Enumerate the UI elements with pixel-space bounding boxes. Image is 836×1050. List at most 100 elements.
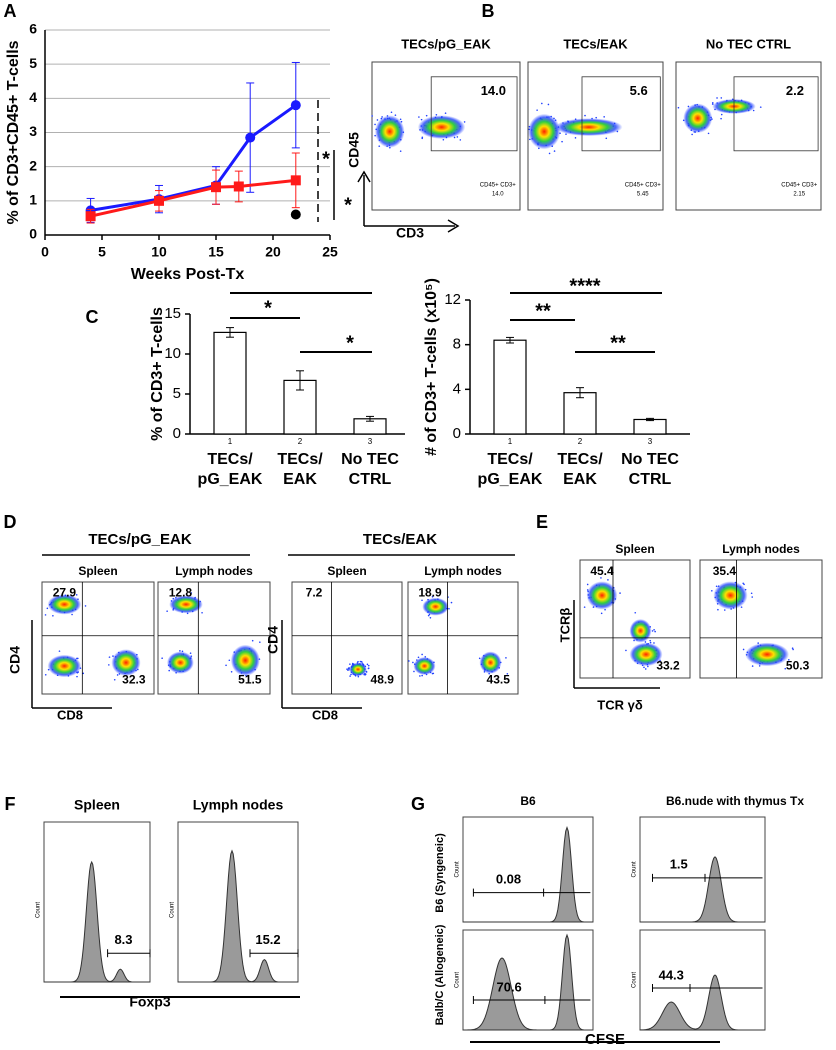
row-title: Balb/C (Allogeneic) [434, 924, 446, 1025]
gate-value: 2.15 [793, 191, 805, 197]
y-tick-label: 10 [164, 345, 181, 362]
event-dot [44, 614, 47, 616]
event-dot [421, 653, 423, 656]
event-dot [357, 660, 359, 663]
x-tick-label: No TEC [341, 451, 399, 468]
event-dot [751, 596, 754, 598]
event-dot [505, 657, 507, 659]
event-dot [586, 583, 589, 586]
y-tick-label: 6 [29, 21, 37, 37]
histogram [178, 849, 298, 983]
event-dot [75, 594, 78, 596]
event-dot [691, 133, 693, 136]
x-tick-label: 0 [41, 244, 49, 260]
event-dot [421, 674, 423, 677]
event-dot [408, 660, 410, 662]
event-dot [644, 668, 647, 670]
event-dot [346, 668, 348, 670]
event-dot [225, 664, 227, 667]
axis-label: CD8 [312, 707, 338, 722]
marker [85, 211, 96, 222]
gate [581, 76, 661, 152]
x-tick-label: CTRL [349, 471, 392, 488]
gate-value: 14.0 [492, 191, 504, 197]
annotation: * [264, 297, 272, 319]
event-dot [450, 601, 453, 604]
event-dot [603, 116, 605, 118]
event-dot [238, 675, 241, 678]
event-dot [179, 650, 181, 652]
category-number: 1 [228, 437, 233, 446]
event-dot [649, 639, 651, 642]
event-dot [607, 579, 609, 581]
event-dot [595, 116, 597, 119]
y-tick-label: 1 [29, 192, 37, 208]
event-dot [711, 102, 714, 104]
x-axis-label: Weeks Post-Tx [131, 266, 245, 283]
event-dot [784, 667, 787, 670]
histogram [640, 856, 765, 923]
bar [563, 392, 597, 435]
event-dot [82, 672, 85, 675]
axis-label: CD4 [7, 646, 23, 674]
density-blob [47, 594, 82, 615]
y-tick-label: 4 [453, 380, 461, 397]
event-dot [108, 656, 111, 658]
event-dot [113, 678, 116, 681]
event-dot [716, 97, 718, 99]
event-dot [742, 582, 744, 585]
group-title: TECs/pG_EAK [88, 531, 192, 548]
event-dot [76, 675, 78, 678]
marker [154, 195, 164, 206]
y-axis-name: Count [632, 861, 638, 877]
panel-label: F [5, 794, 16, 814]
event-dot [378, 145, 381, 147]
event-dot [399, 150, 402, 152]
x-tick-label: No TEC [621, 451, 679, 468]
event-dot [677, 106, 680, 109]
category-number: 3 [648, 437, 653, 446]
density-blob [528, 113, 561, 150]
event-dot [459, 139, 462, 141]
x-tick-label: TECs/ [207, 451, 253, 468]
x-tick-label: pG_EAK [478, 471, 543, 488]
axis-label: TCRβ [557, 608, 572, 643]
y-tick-label: 2 [29, 157, 37, 173]
category-number: 3 [368, 437, 373, 446]
event-dot [381, 116, 383, 118]
y-tick-label: 4 [29, 89, 37, 105]
event-dot [166, 610, 168, 612]
gate-name: CD45+ CD3+ [625, 182, 662, 188]
x-tick-label: EAK [283, 471, 317, 488]
bar [213, 331, 247, 435]
gate [430, 76, 518, 152]
event-dot [751, 665, 754, 667]
x-tick-label: 5 [98, 244, 106, 260]
event-dot [506, 673, 509, 675]
density-blob [629, 619, 652, 643]
category-number: 2 [578, 437, 583, 446]
event-dot [723, 609, 726, 611]
quadrant-percent: 48.9 [371, 673, 395, 687]
event-dot [399, 118, 402, 121]
event-dot [541, 102, 543, 105]
event-dot [653, 642, 655, 644]
marker [211, 182, 221, 193]
event-dot [442, 138, 445, 141]
event-dot [427, 614, 430, 617]
event-dot [360, 660, 363, 663]
density-blob [683, 103, 713, 134]
histogram [639, 974, 765, 1031]
density-blob [417, 115, 466, 139]
gate-percent: 1.5 [670, 857, 688, 872]
y-tick-label: 3 [29, 123, 37, 139]
density-blob [713, 581, 748, 610]
plot-title: TECs/EAK [563, 36, 628, 51]
event-dot [605, 137, 608, 140]
histogram [463, 825, 593, 923]
quadrant-percent: 7.2 [306, 585, 323, 599]
density-blob [586, 581, 618, 610]
event-dot [347, 667, 350, 669]
density-blob [745, 642, 790, 667]
event-dot [625, 649, 627, 652]
